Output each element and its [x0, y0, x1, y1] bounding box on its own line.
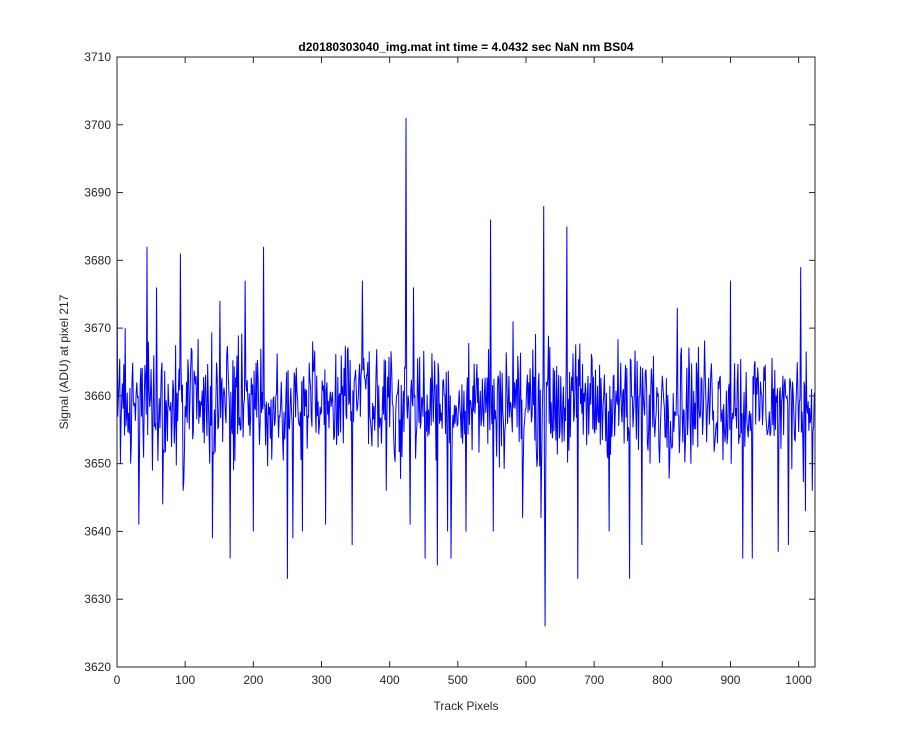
y-tick-label: 3630 [84, 592, 111, 606]
y-tick-label: 3620 [84, 660, 111, 674]
y-tick-label: 3670 [84, 321, 111, 335]
x-tick-label: 900 [720, 673, 740, 687]
y-tick-label: 3700 [84, 118, 111, 132]
y-tick-label: 3660 [84, 389, 111, 403]
y-tick-label: 3650 [84, 457, 111, 471]
x-tick-label: 800 [652, 673, 672, 687]
x-tick-label: 1000 [785, 673, 812, 687]
y-tick-label: 3680 [84, 253, 111, 267]
x-tick-label: 300 [311, 673, 331, 687]
x-tick-label: 700 [584, 673, 604, 687]
x-tick-label: 400 [380, 673, 400, 687]
y-tick-label: 3690 [84, 186, 111, 200]
x-tick-label: 0 [114, 673, 121, 687]
x-axis-label: Track Pixels [434, 699, 499, 713]
x-tick-label: 200 [243, 673, 263, 687]
chart-title: d20180303040_img.mat int time = 4.0432 s… [298, 40, 634, 54]
y-axis-label: Signal (ADU) at pixel 217 [57, 294, 71, 429]
x-tick-label: 100 [175, 673, 195, 687]
x-axis-ticks: 0 100 200 300 400 500 600 700 800 900 1000 [114, 57, 812, 687]
y-tick-label: 3710 [84, 50, 111, 64]
series-line [116, 117, 815, 627]
x-tick-label: 500 [448, 673, 468, 687]
x-tick-label: 600 [516, 673, 536, 687]
plot-area-frame [116, 56, 816, 668]
y-tick-label: 3640 [84, 524, 111, 538]
